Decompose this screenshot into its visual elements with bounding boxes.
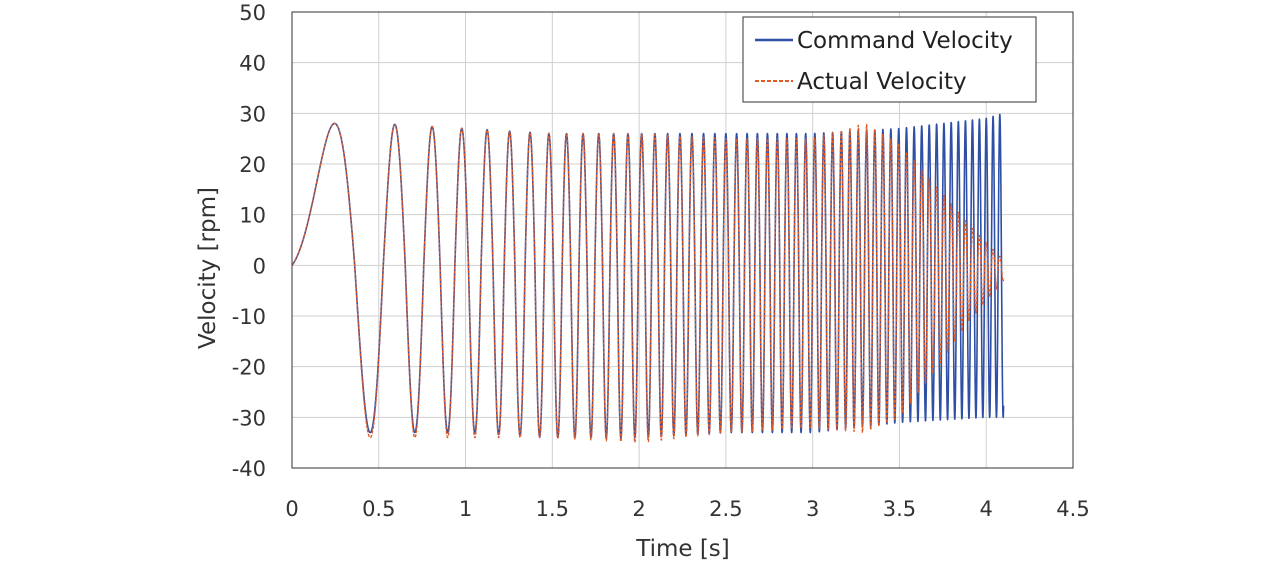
x-tick-label: 4.5 [1056,497,1089,521]
legend-label-command: Command Velocity [797,28,1013,54]
plot-frame [291,11,1074,469]
x-tick-label: 3.5 [883,497,916,521]
y-tick-label: 50 [239,1,266,25]
x-tick-label: 1.5 [536,497,569,521]
x-tick-label: 0 [285,497,298,521]
y-tick-label: 0 [253,254,266,278]
x-tick-label: 2.5 [709,497,742,521]
legend: Command Velocity Actual Velocity [742,16,1037,103]
y-tick-label: 10 [239,204,266,228]
y-tick-label: 40 [239,52,266,76]
y-tick-label: 30 [239,102,266,126]
x-tick-label: 3 [806,497,819,521]
x-tick-label: 4 [980,497,993,521]
y-tick-label: -10 [232,305,266,329]
series-layer [291,113,1005,444]
legend-box [742,16,1037,103]
x-tick-label: 0.5 [362,497,395,521]
x-tick-label: 1 [459,497,472,521]
y-tick-label: -30 [232,406,266,430]
y-tick-label: -20 [232,356,266,380]
x-tick-labels: 0 0.5 1 1.5 2 2.5 3 3.5 4 4.5 [285,497,1089,521]
legend-label-actual: Actual Velocity [797,69,967,95]
y-tick-label: 20 [239,153,266,177]
x-axis-title: Time [s] [635,536,730,562]
x-tick-label: 2 [632,497,645,521]
y-tick-labels: 50 40 30 20 10 0 -10 -20 -30 -40 [232,1,266,481]
actual-velocity-line [291,122,1005,444]
y-axis-title: Velocity [rpm] [195,187,221,349]
y-tick-label: -40 [232,457,266,481]
